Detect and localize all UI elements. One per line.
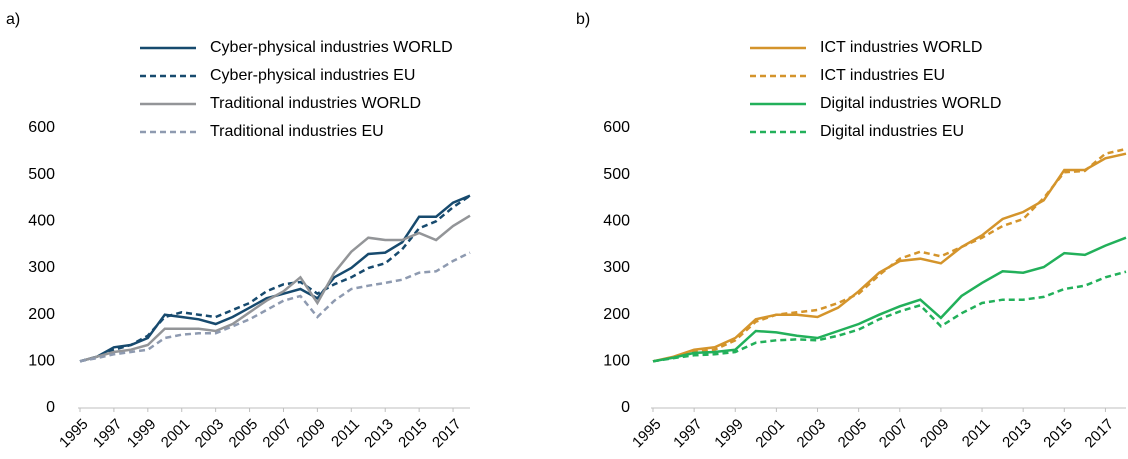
x-tick-label: 2015 bbox=[1040, 416, 1076, 452]
x-tick-label: 2013 bbox=[999, 416, 1035, 452]
x-tick-label: 2011 bbox=[328, 416, 363, 451]
x-tick-label: 2017 bbox=[429, 416, 465, 452]
x-tick-label: 2017 bbox=[1081, 416, 1117, 452]
y-tick-label: 500 bbox=[603, 166, 630, 183]
y-tick-label: 600 bbox=[28, 119, 55, 136]
series-line bbox=[79, 194, 471, 363]
series-line bbox=[652, 147, 1127, 363]
series-line bbox=[79, 214, 471, 363]
x-tick-label: 2011 bbox=[959, 416, 994, 451]
legend-label: Cyber-physical industries EU bbox=[210, 67, 415, 84]
y-tick-label: 100 bbox=[28, 353, 55, 370]
legend-label: ICT industries WORLD bbox=[820, 39, 982, 56]
y-tick-label: 200 bbox=[28, 306, 55, 323]
x-tick-label: 2005 bbox=[835, 416, 871, 452]
x-tick-label: 2001 bbox=[158, 416, 194, 452]
y-tick-label: 600 bbox=[603, 119, 630, 136]
x-tick-label: 2007 bbox=[876, 416, 912, 452]
legend-label: Cyber-physical industries WORLD bbox=[210, 39, 453, 56]
y-tick-label: 0 bbox=[46, 399, 55, 416]
x-tick-label: 1995 bbox=[629, 416, 665, 452]
legend-label: Digital industries WORLD bbox=[820, 95, 1001, 112]
y-tick-label: 500 bbox=[28, 166, 55, 183]
legend-label: Traditional industries EU bbox=[210, 123, 384, 140]
x-tick-label: 1997 bbox=[90, 416, 126, 452]
legend-label: Traditional industries WORLD bbox=[210, 95, 421, 112]
series-line bbox=[79, 194, 471, 363]
legend-label: Digital industries EU bbox=[820, 123, 964, 140]
y-tick-label: 100 bbox=[603, 353, 630, 370]
y-tick-label: 300 bbox=[28, 259, 55, 276]
y-tick-label: 300 bbox=[603, 259, 630, 276]
x-tick-label: 2005 bbox=[226, 416, 262, 452]
x-tick-label: 1995 bbox=[56, 416, 92, 452]
x-tick-label: 2013 bbox=[361, 416, 397, 452]
y-tick-label: 200 bbox=[603, 306, 630, 323]
panel-label: b) bbox=[576, 11, 590, 28]
y-tick-label: 0 bbox=[621, 399, 630, 416]
x-tick-label: 1999 bbox=[124, 416, 160, 452]
x-tick-label: 2001 bbox=[752, 416, 788, 452]
series-line bbox=[652, 236, 1127, 363]
series-line bbox=[79, 251, 471, 363]
y-tick-label: 400 bbox=[28, 213, 55, 230]
x-tick-label: 1997 bbox=[670, 416, 706, 452]
x-tick-label: 2009 bbox=[917, 416, 953, 452]
x-tick-label: 2003 bbox=[794, 416, 830, 452]
x-tick-label: 2003 bbox=[192, 416, 228, 452]
x-tick-label: 2007 bbox=[259, 416, 295, 452]
series-line bbox=[652, 270, 1127, 363]
y-tick-label: 400 bbox=[603, 213, 630, 230]
panel-label: a) bbox=[6, 11, 20, 28]
legend-label: ICT industries EU bbox=[820, 67, 945, 84]
x-tick-label: 2015 bbox=[395, 416, 431, 452]
x-tick-label: 2009 bbox=[293, 416, 329, 452]
x-tick-label: 1999 bbox=[711, 416, 747, 452]
